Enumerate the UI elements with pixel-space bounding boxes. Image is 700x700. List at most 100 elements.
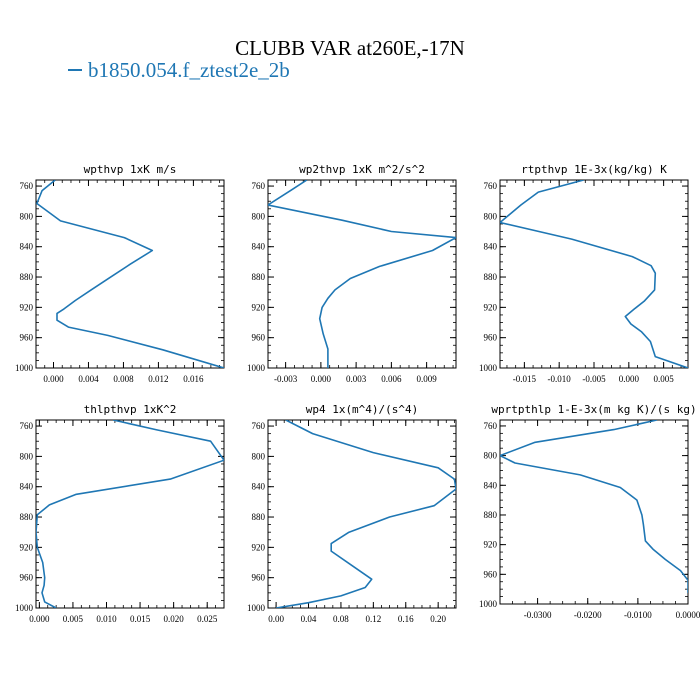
y-tick-label: 1000 [479, 363, 498, 373]
legend: b1850.054.f_ztest2e_2b [68, 58, 290, 83]
series-line [36, 420, 224, 608]
x-tick-label: 0.000 [43, 374, 64, 384]
x-tick-label: -0.010 [548, 374, 572, 384]
series-line [500, 420, 688, 593]
subplot-title: wprtpthlp 1-E-3x(m kg K)/(s kg) [491, 403, 696, 416]
y-tick-label: 920 [484, 540, 498, 550]
x-tick-label: -0.0100 [624, 610, 652, 620]
y-tick-label: 960 [20, 573, 34, 583]
x-tick-label: 0.003 [346, 374, 367, 384]
y-tick-label: 840 [484, 480, 498, 490]
x-tick-label: 0.025 [197, 614, 218, 624]
x-tick-label: 0.005 [654, 374, 675, 384]
figure-title: CLUBB VAR at260E,-17N [235, 36, 465, 60]
y-tick-label: 800 [484, 451, 498, 461]
y-tick-label: 800 [20, 211, 34, 221]
subplot-title: rtpthvp 1E-3x(kg/kg) K [521, 163, 667, 176]
plot-frame [499, 179, 689, 369]
y-tick-label: 840 [252, 242, 266, 252]
subplot-6: wprtpthlp 1-E-3x(m kg K)/(s kg) -0.0300 -0… [479, 403, 700, 620]
y-tick-label: 800 [252, 451, 266, 461]
x-tick-label: 0.16 [398, 614, 414, 624]
y-tick-label: 800 [484, 211, 498, 221]
x-tick-label: 0.04 [301, 614, 317, 624]
x-tick-label: 0.004 [78, 374, 99, 384]
series-line [268, 180, 456, 368]
y-tick-label: 1000 [247, 603, 266, 613]
y-tick-label: 920 [20, 302, 34, 312]
plot-frame [35, 179, 225, 369]
subplot-title: wp2thvp 1xK m^2/s^2 [299, 163, 425, 176]
y-tick-label: 1000 [247, 363, 266, 373]
subplot-2: wp2thvp 1xK m^2/s^2 -0.003 0.000 0.003 0.006… [247, 163, 457, 384]
legend-series-name: b1850.054.f_ztest2e_2b [88, 58, 290, 82]
x-tick-label: -0.015 [513, 374, 537, 384]
x-tick-label: 0.000 [29, 614, 50, 624]
y-tick-label: 960 [484, 569, 498, 579]
y-tick-label: 800 [20, 451, 34, 461]
y-tick-label: 760 [484, 181, 498, 191]
y-tick-label: 840 [484, 242, 498, 252]
series-line [36, 180, 224, 368]
x-tick-label: 0.006 [381, 374, 402, 384]
subplot-1: wpthvp 1xK m/s 0.000 0.004 0.008 0.012 0.016 7… [15, 163, 225, 384]
subplot-5: wp4 1x(m^4)/(s^4) 0.00 0.04 0.08 0.12 0.16 0.2… [247, 403, 457, 624]
x-tick-label: 0.020 [164, 614, 185, 624]
x-tick-label: 0.009 [417, 374, 438, 384]
series-line [500, 180, 688, 368]
x-tick-label: -0.003 [274, 374, 298, 384]
plot-frame [499, 419, 689, 605]
y-tick-label: 880 [20, 272, 34, 282]
x-tick-label: 0.12 [365, 614, 381, 624]
y-tick-label: 760 [484, 421, 498, 431]
x-tick-label: 0.016 [183, 374, 204, 384]
x-tick-label: 0.000 [619, 374, 640, 384]
x-tick-label: 0.20 [430, 614, 446, 624]
x-tick-label: 0.000 [311, 374, 332, 384]
x-tick-label: -0.0300 [524, 610, 552, 620]
x-tick-label: -0.0200 [574, 610, 602, 620]
y-tick-label: 840 [20, 482, 34, 492]
y-tick-label: 1000 [15, 363, 34, 373]
y-tick-label: 840 [20, 242, 34, 252]
y-tick-label: 920 [484, 302, 498, 312]
subplot-3: rtpthvp 1E-3x(kg/kg) K -0.015 -0.010 -0.005… [479, 163, 689, 384]
y-tick-label: 760 [252, 181, 266, 191]
y-tick-label: 840 [252, 482, 266, 492]
y-tick-label: 920 [252, 542, 266, 552]
x-tick-label: 0.015 [130, 614, 151, 624]
y-tick-label: 960 [484, 333, 498, 343]
plot-frame [35, 419, 225, 609]
subplot-title: wpthvp 1xK m/s [84, 163, 177, 176]
y-tick-label: 880 [20, 512, 34, 522]
y-tick-label: 1000 [15, 603, 34, 613]
y-tick-label: 760 [20, 181, 34, 191]
subplot-title: thlpthvp 1xK^2 [84, 403, 177, 416]
x-tick-label: 0.010 [96, 614, 117, 624]
x-tick-label: 0.0000 [676, 610, 700, 620]
y-tick-label: 760 [252, 421, 266, 431]
x-tick-label: 0.008 [113, 374, 134, 384]
y-tick-label: 880 [484, 272, 498, 282]
series-line [275, 420, 456, 608]
x-tick-label: 0.08 [333, 614, 349, 624]
y-tick-label: 880 [252, 272, 266, 282]
y-tick-label: 760 [20, 421, 34, 431]
y-tick-label: 800 [252, 211, 266, 221]
y-tick-label: 920 [20, 542, 34, 552]
x-tick-label: -0.005 [582, 374, 606, 384]
y-tick-label: 960 [252, 573, 266, 583]
y-tick-label: 920 [252, 302, 266, 312]
y-tick-label: 880 [484, 510, 498, 520]
y-tick-label: 960 [20, 333, 34, 343]
y-tick-label: 1000 [479, 599, 498, 609]
subplot-title: wp4 1x(m^4)/(s^4) [306, 403, 419, 416]
x-tick-label: 0.012 [148, 374, 168, 384]
legend-line-swatch [68, 69, 82, 72]
y-tick-label: 960 [252, 333, 266, 343]
subplot-4: thlpthvp 1xK^2 0.000 0.005 0.010 0.015 0.020 0… [15, 403, 225, 624]
x-tick-label: 0.005 [63, 614, 84, 624]
plot-frame [267, 419, 457, 609]
x-tick-label: 0.00 [268, 614, 284, 624]
